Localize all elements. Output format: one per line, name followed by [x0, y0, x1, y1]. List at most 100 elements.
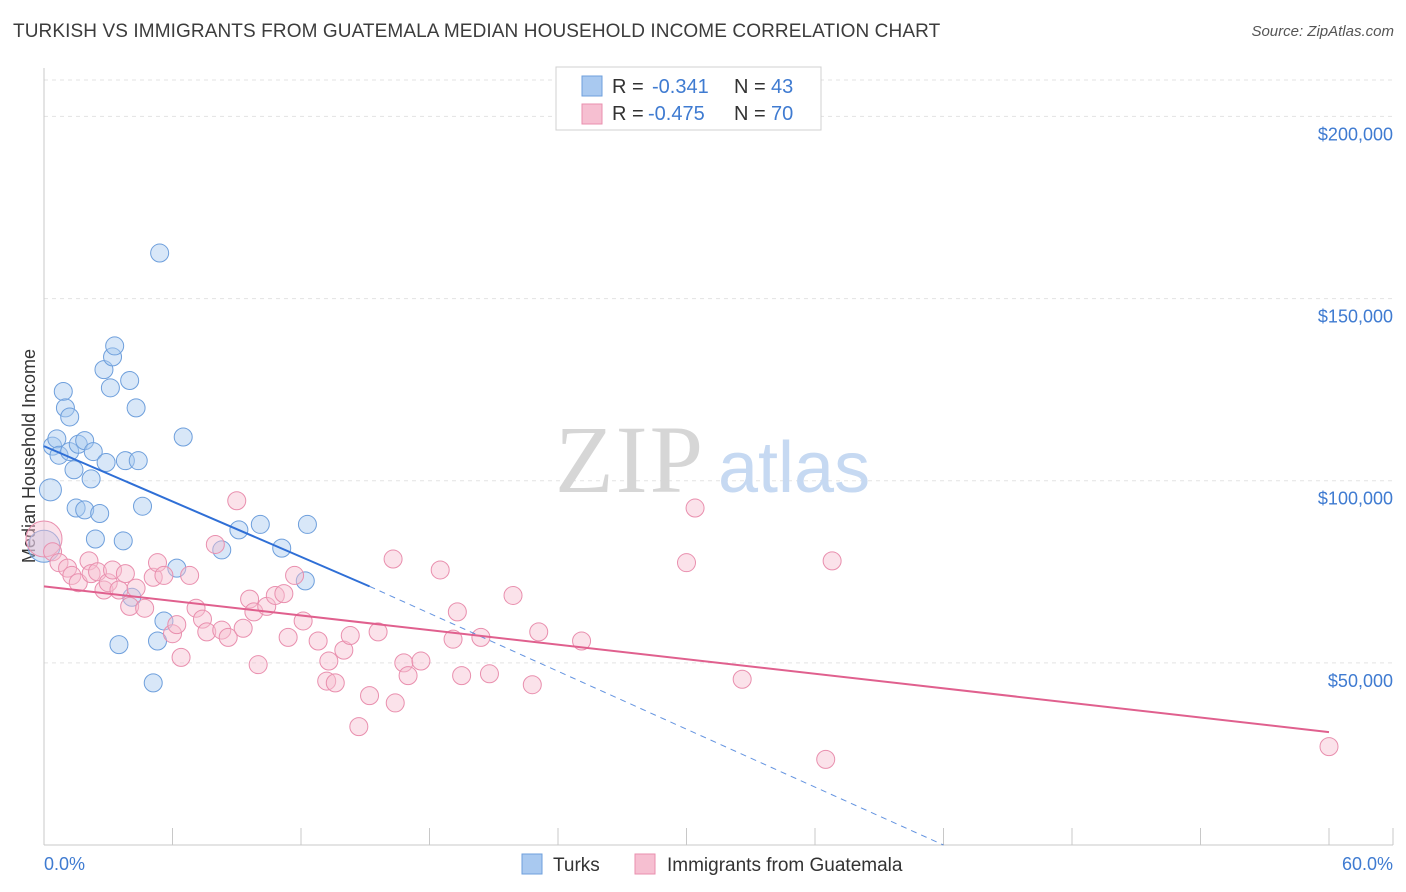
y-tick-label: $100,000 — [1318, 489, 1393, 509]
data-point-guatemala — [274, 584, 294, 604]
legend-n-label-turks: N = — [734, 76, 766, 98]
data-point-turks — [60, 407, 80, 427]
data-point-guatemala — [447, 602, 467, 622]
data-point-guatemala — [319, 651, 339, 671]
data-point-guatemala — [171, 647, 191, 667]
data-point-guatemala — [233, 618, 253, 638]
data-point-guatemala — [163, 624, 182, 644]
data-point-guatemala — [192, 609, 212, 629]
top-legend: R = -0.341 N = 43 R = -0.475 N = 70 — [555, 66, 822, 131]
y-tick-label: $50,000 — [1328, 671, 1393, 691]
data-point-guatemala — [205, 534, 225, 554]
watermark-zip: ZIP — [555, 406, 705, 513]
bottom-legend-swatch-turks — [521, 853, 543, 875]
data-point-turks — [133, 496, 153, 516]
x-tick-label-max: 60.0% — [1342, 854, 1393, 874]
data-point-guatemala — [340, 626, 360, 646]
data-point-turks — [96, 453, 116, 472]
data-point-turks — [105, 336, 125, 356]
data-point-turks — [64, 460, 84, 480]
bottom-legend: Turks Immigrants from Guatemala — [521, 853, 903, 876]
chart-title: TURKISH VS IMMIGRANTS FROM GUATEMALA MED… — [13, 21, 941, 42]
data-point-turks — [297, 514, 317, 534]
data-point-guatemala — [430, 560, 450, 580]
data-point-turks — [212, 540, 232, 560]
data-point-guatemala — [197, 622, 217, 642]
data-point-guatemala — [43, 542, 63, 562]
data-point-guatemala — [503, 585, 523, 605]
data-point-guatemala — [398, 666, 418, 686]
data-point-guatemala — [227, 491, 247, 511]
data-point-turks — [83, 442, 103, 462]
series-turks-points — [27, 243, 317, 693]
gridlines — [44, 79, 1393, 664]
data-point-guatemala — [685, 498, 705, 518]
data-point-turks — [38, 478, 62, 502]
data-point-guatemala — [308, 631, 328, 651]
data-point-guatemala — [135, 598, 155, 618]
data-point-turks — [47, 429, 67, 449]
data-point-turks — [150, 243, 170, 263]
data-point-guatemala — [103, 560, 123, 580]
data-point-guatemala — [479, 664, 499, 684]
data-point-turks — [120, 371, 140, 391]
data-point-guatemala — [360, 686, 380, 706]
data-point-turks — [173, 427, 193, 447]
data-point-guatemala — [180, 565, 200, 585]
data-point-turks — [113, 531, 133, 551]
data-point-guatemala — [285, 565, 305, 585]
data-point-guatemala — [383, 549, 403, 569]
trend-line-turks-extrapolated — [369, 585, 944, 846]
data-point-guatemala — [248, 655, 268, 675]
data-point-guatemala — [325, 673, 345, 693]
data-point-turks — [81, 469, 101, 489]
legend-n-value-guatemala: 70 — [771, 103, 793, 125]
data-point-guatemala — [394, 653, 414, 673]
data-point-guatemala — [167, 615, 187, 635]
data-point-guatemala — [816, 749, 836, 769]
data-point-turks — [109, 635, 129, 655]
data-point-turks — [75, 500, 95, 520]
data-point-guatemala — [732, 669, 752, 689]
watermark-atlas: atlas — [718, 428, 870, 508]
data-point-turks — [85, 529, 105, 549]
bottom-legend-label-turks: Turks — [553, 855, 600, 876]
data-point-turks — [55, 398, 75, 418]
y-tick-label: $200,000 — [1318, 124, 1393, 144]
data-point-guatemala — [68, 573, 88, 593]
data-point-guatemala — [572, 631, 592, 651]
data-point-guatemala — [115, 564, 135, 584]
legend-n-label-guatemala: N = — [734, 103, 766, 125]
data-point-guatemala — [218, 627, 238, 647]
source-note: Source: ZipAtlas.com — [1251, 23, 1394, 40]
trend-line-guatemala — [43, 585, 1330, 734]
data-point-turks — [250, 514, 270, 534]
data-point-guatemala — [522, 675, 542, 695]
data-point-turks — [53, 381, 73, 401]
data-point-turks — [100, 378, 120, 398]
legend-swatch-turks — [581, 75, 603, 97]
legend-r-label-turks: R = — [612, 76, 644, 98]
data-point-guatemala — [278, 627, 298, 647]
data-point-guatemala — [148, 553, 168, 573]
data-point-guatemala — [81, 564, 101, 584]
bottom-legend-label-guatemala: Immigrants from Guatemala — [667, 855, 903, 876]
legend-r-value-guatemala: -0.475 — [648, 103, 705, 125]
data-point-guatemala — [822, 551, 842, 571]
x-tick-label-min: 0.0% — [44, 854, 85, 874]
y-axis-tick-labels: $50,000 $100,000 $150,000 $200,000 — [1318, 124, 1393, 690]
data-point-guatemala — [529, 622, 549, 642]
data-point-turks — [128, 451, 148, 471]
trend-line-turks — [43, 445, 370, 588]
data-point-guatemala — [120, 596, 140, 616]
data-point-guatemala — [1319, 737, 1339, 757]
data-point-guatemala — [385, 693, 405, 713]
legend-n-value-turks: 43 — [771, 76, 793, 98]
data-point-guatemala — [98, 573, 118, 593]
bottom-legend-swatch-guatemala — [634, 853, 656, 875]
data-point-guatemala — [677, 553, 696, 573]
trend-lines — [43, 445, 1330, 846]
legend-swatch-guatemala — [581, 103, 603, 125]
legend-r-label-guatemala: R = — [612, 103, 644, 125]
